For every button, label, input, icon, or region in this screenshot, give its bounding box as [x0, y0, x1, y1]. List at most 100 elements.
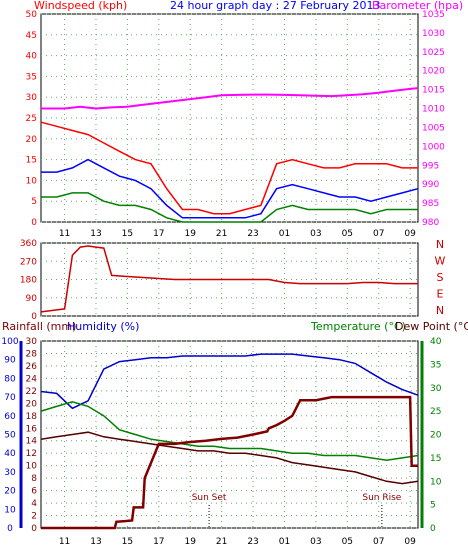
x-tick-label: 03	[310, 229, 321, 239]
series-line-direction	[40, 245, 418, 313]
y-tick-humidity: 90	[4, 356, 16, 366]
y-tick-windspeed: 45	[26, 31, 37, 41]
y-tick-rain: 2	[31, 512, 37, 522]
x-tick-label: 17	[153, 537, 164, 547]
dewpoint-axis-title: Dew Point (°C)	[395, 320, 468, 333]
x-tick-label: 05	[342, 229, 353, 239]
y-tick-rain: 24	[26, 374, 38, 384]
y-tick-rain: 14	[26, 437, 38, 447]
y-tick-windspeed: 35	[26, 72, 37, 82]
y-tick-temperature: 35	[430, 360, 441, 370]
compass-label: E	[437, 288, 444, 301]
y-tick-rain: 30	[26, 337, 38, 347]
y-tick-barometer: 1015	[422, 86, 445, 96]
y-tick-barometer: 995	[422, 161, 439, 171]
x-tick-label: 01	[279, 537, 290, 547]
y-tick-barometer: 1000	[422, 142, 445, 152]
sunset-label: Sun Set	[192, 493, 227, 503]
y-tick-barometer: 1030	[422, 29, 445, 39]
y-tick-direction: 270	[20, 257, 37, 267]
x-tick-label: 05	[342, 537, 353, 547]
y-tick-rain: 4	[31, 499, 37, 509]
y-tick-temperature: 15	[430, 454, 441, 464]
y-tick-windspeed: 20	[26, 135, 38, 145]
climate-panel-frame	[40, 340, 419, 529]
y-tick-humidity: 80	[4, 374, 16, 384]
x-tick-label: 09	[404, 537, 416, 547]
series-line-average	[41, 158, 419, 219]
y-tick-humidity: 0	[7, 524, 13, 534]
compass-label: N	[436, 238, 444, 251]
y-tick-barometer: 1035	[422, 10, 445, 20]
x-tick-label: 21	[216, 537, 227, 547]
y-tick-humidity: 50	[4, 431, 16, 441]
y-tick-windspeed: 10	[26, 176, 38, 186]
y-tick-direction: 360	[20, 239, 37, 249]
x-tick-label: 03	[310, 537, 321, 547]
y-tick-humidity: 30	[4, 468, 16, 478]
x-tick-label: 11	[59, 537, 70, 547]
compass-label: W	[435, 255, 446, 268]
y-tick-windspeed: 40	[26, 52, 38, 62]
x-tick-label: 07	[373, 229, 384, 239]
y-tick-temperature: 5	[430, 501, 436, 511]
x-tick-label: 23	[247, 229, 258, 239]
series-line-dewpoint	[40, 431, 419, 485]
y-tick-barometer: 985	[422, 199, 439, 209]
series-line-low	[41, 192, 418, 223]
x-tick-label: 13	[90, 537, 101, 547]
y-tick-rain: 22	[26, 387, 37, 397]
y-tick-rain: 12	[26, 449, 37, 459]
y-tick-windspeed: 30	[26, 93, 38, 103]
y-tick-rain: 26	[26, 362, 38, 372]
x-tick-label: 17	[153, 229, 164, 239]
x-tick-label: 15	[122, 229, 133, 239]
y-tick-rain: 8	[31, 474, 37, 484]
y-tick-temperature: 0	[430, 524, 436, 534]
y-tick-windspeed: 5	[31, 197, 37, 207]
x-tick-label: 13	[90, 229, 101, 239]
x-tick-label: 09	[404, 229, 416, 239]
y-tick-windspeed: 25	[26, 114, 37, 124]
series-line-rain	[41, 395, 418, 530]
x-tick-label: 21	[216, 229, 227, 239]
compass-label: S	[437, 271, 444, 284]
y-tick-rain: 0	[31, 524, 37, 534]
y-tick-barometer: 990	[422, 180, 439, 190]
y-tick-humidity: 10	[4, 505, 16, 515]
humidity-axis-title: Humidity (%)	[67, 320, 140, 333]
y-tick-temperature: 30	[430, 384, 442, 394]
y-tick-barometer: 1010	[422, 105, 445, 115]
barometer-axis-title: Barometer (hpa)	[372, 0, 464, 12]
y-tick-rain: 10	[26, 462, 38, 472]
x-tick-label: 01	[279, 229, 290, 239]
x-tick-label: 23	[247, 537, 258, 547]
y-tick-barometer: 1020	[422, 67, 445, 77]
y-tick-temperature: 20	[430, 431, 442, 441]
y-tick-barometer: 980	[422, 218, 439, 228]
x-tick-label: 07	[373, 537, 384, 547]
y-tick-rain: 20	[26, 399, 38, 409]
y-tick-rain: 18	[26, 412, 38, 422]
y-tick-humidity: 20	[4, 487, 16, 497]
x-tick-label: 19	[185, 537, 197, 547]
series-line-humidity	[40, 353, 419, 410]
series-line-gust	[40, 121, 418, 215]
page-title: 24 hour graph day : 27 February 2013	[170, 0, 381, 12]
sunrise-label: Sun Rise	[362, 493, 401, 503]
x-tick-label: 15	[122, 537, 133, 547]
y-tick-direction: 90	[26, 294, 38, 304]
temperature-axis-title: Temperature (°C)	[311, 320, 406, 333]
wind-panel-frame	[40, 13, 419, 223]
x-tick-label: 19	[185, 229, 197, 239]
y-tick-rain: 16	[26, 424, 38, 434]
y-tick-temperature: 40	[430, 337, 442, 347]
y-tick-rain: 6	[31, 487, 37, 497]
y-tick-windspeed: 50	[26, 10, 38, 20]
compass-label: N	[436, 304, 444, 317]
y-tick-direction: 0	[31, 312, 37, 322]
y-tick-barometer: 1025	[422, 48, 445, 58]
y-tick-rain: 28	[26, 349, 38, 359]
